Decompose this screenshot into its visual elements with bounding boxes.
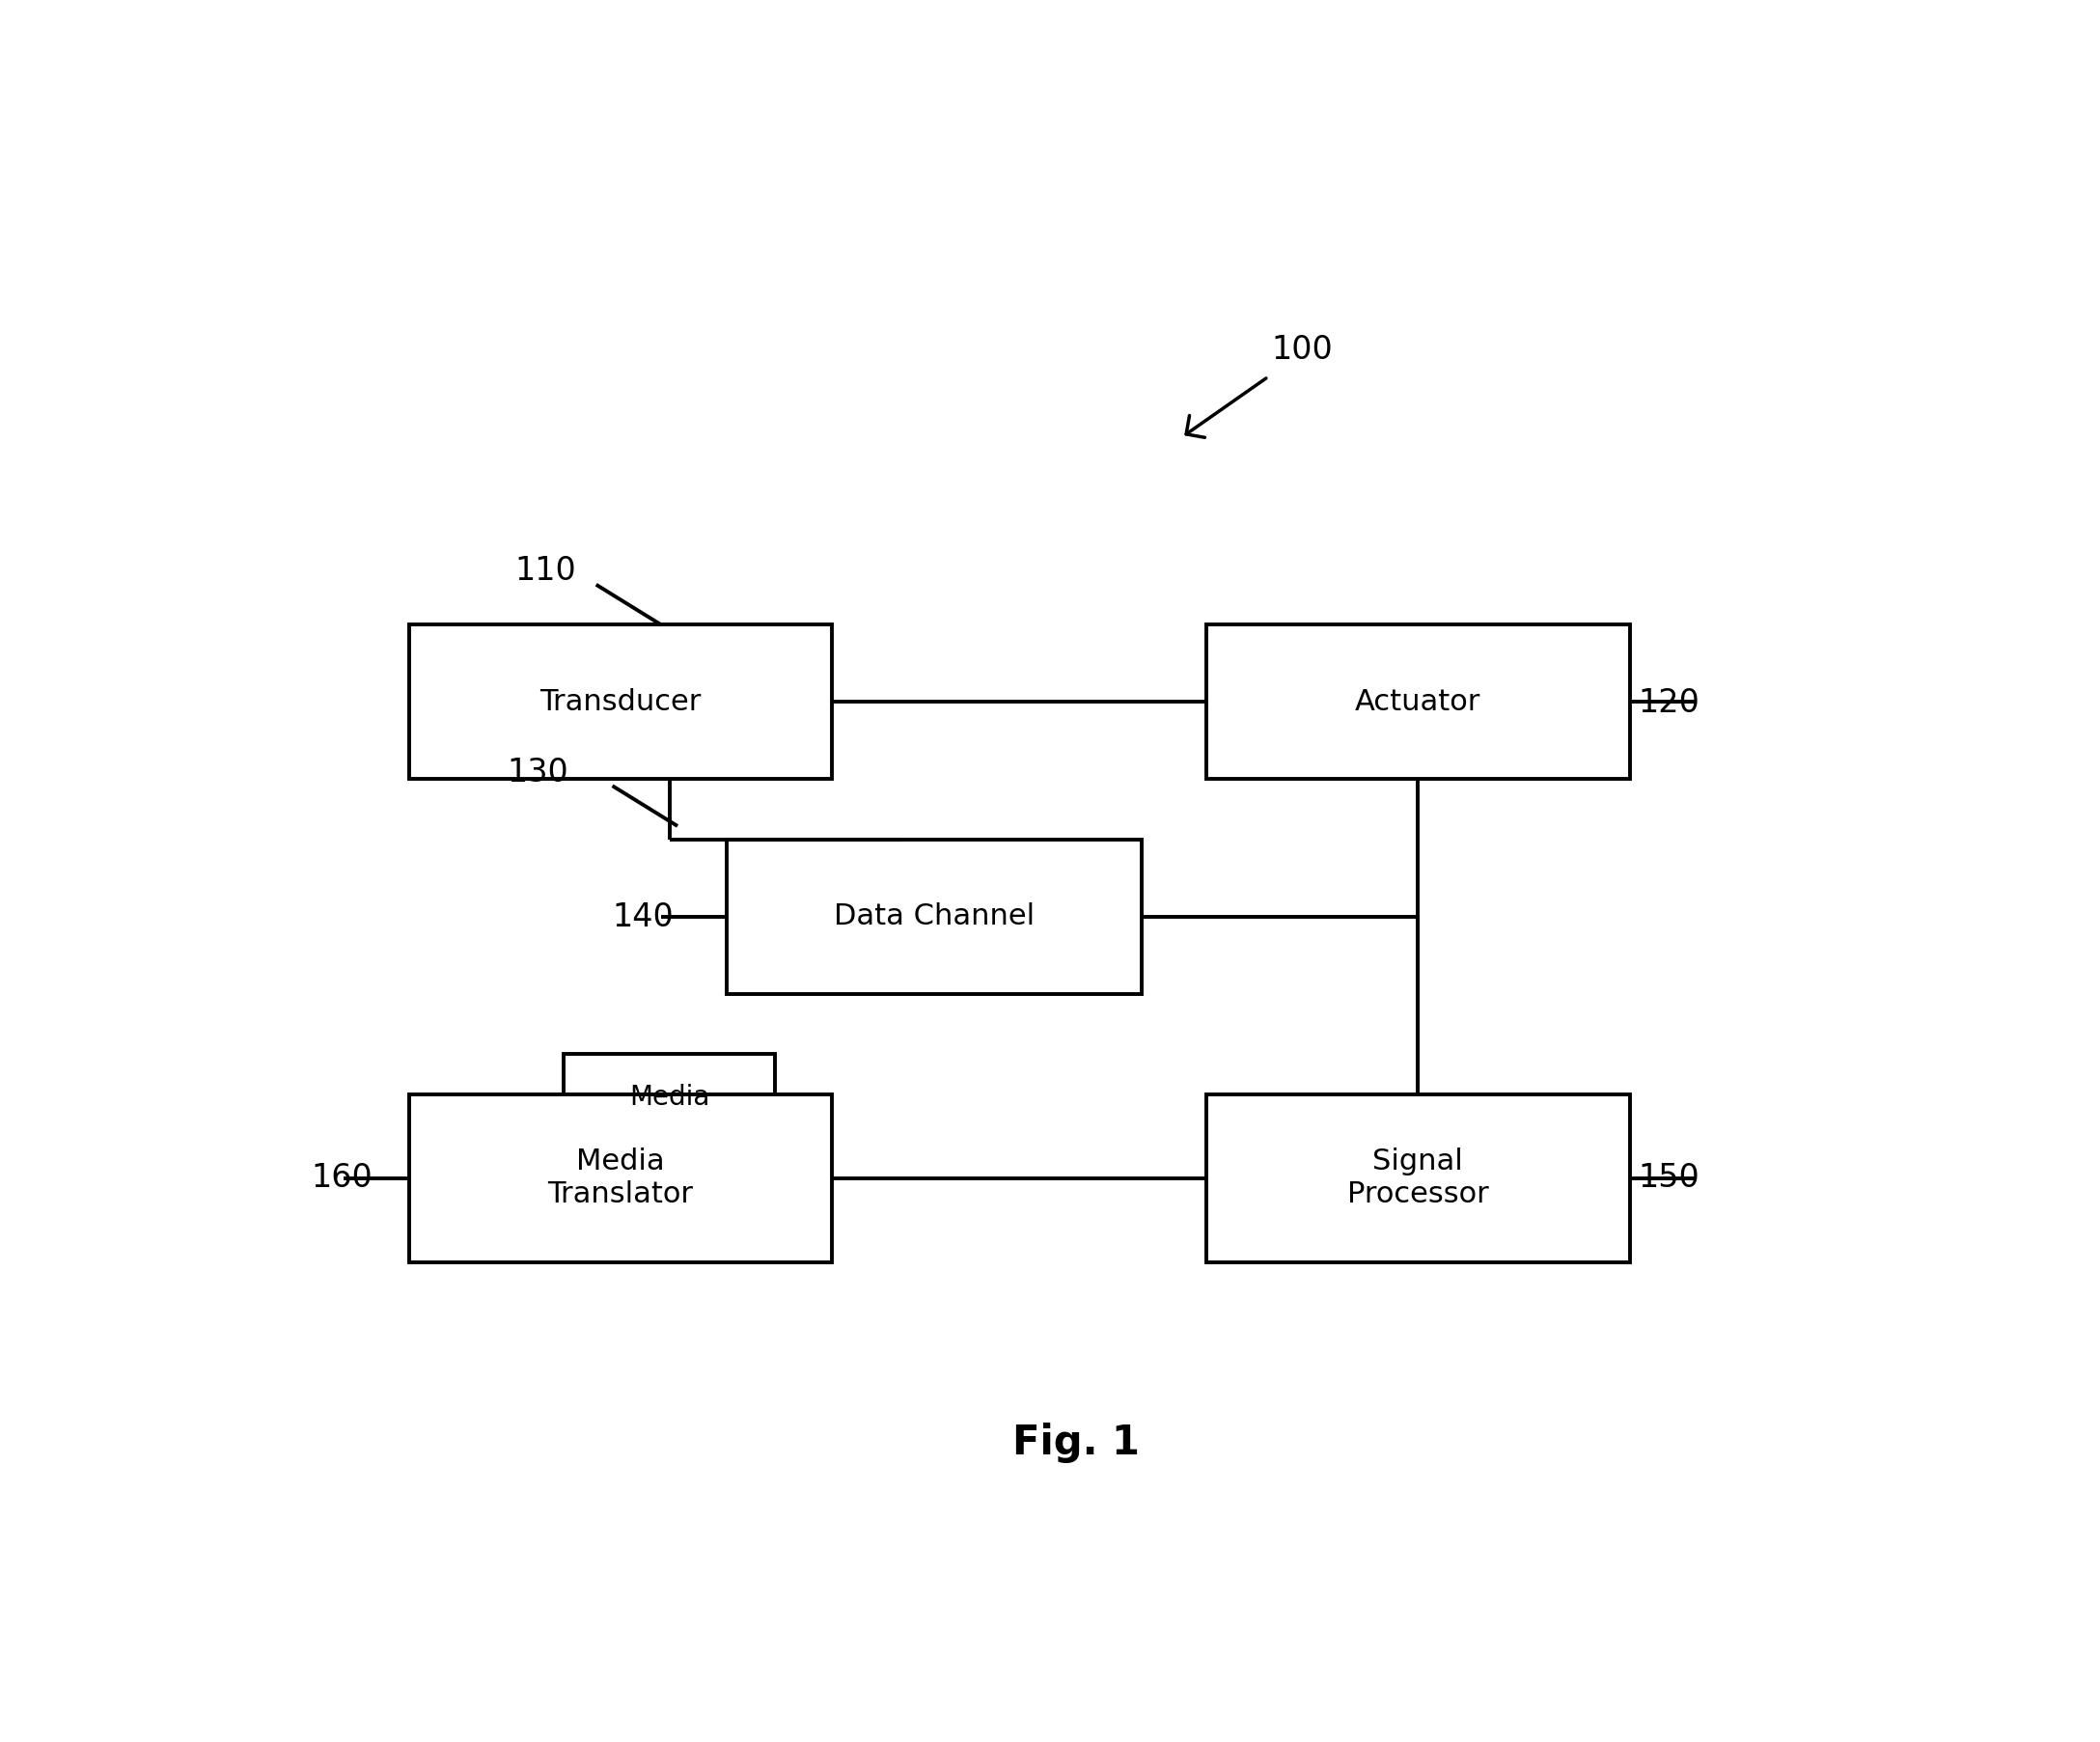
Bar bbox=[1205, 625, 1630, 779]
Text: Transducer: Transducer bbox=[540, 688, 701, 716]
Text: 130: 130 bbox=[506, 756, 569, 789]
Text: 100: 100 bbox=[1273, 334, 1334, 366]
Text: 140: 140 bbox=[613, 901, 674, 934]
Bar bbox=[410, 1094, 832, 1261]
Text: Fig. 1: Fig. 1 bbox=[1012, 1423, 1140, 1463]
Text: Media
Translator: Media Translator bbox=[548, 1148, 693, 1209]
Bar bbox=[1205, 1094, 1630, 1261]
Text: 120: 120 bbox=[1638, 686, 1699, 719]
Text: Media: Media bbox=[630, 1084, 710, 1111]
Text: 110: 110 bbox=[514, 556, 575, 587]
Bar bbox=[563, 1054, 775, 1141]
Text: 150: 150 bbox=[1638, 1162, 1699, 1193]
Bar bbox=[727, 840, 1142, 993]
Text: Signal
Processor: Signal Processor bbox=[1348, 1148, 1489, 1209]
Bar bbox=[410, 625, 832, 779]
Text: Actuator: Actuator bbox=[1354, 688, 1480, 716]
Text: Data Channel: Data Channel bbox=[834, 902, 1035, 930]
Text: 160: 160 bbox=[311, 1162, 374, 1193]
